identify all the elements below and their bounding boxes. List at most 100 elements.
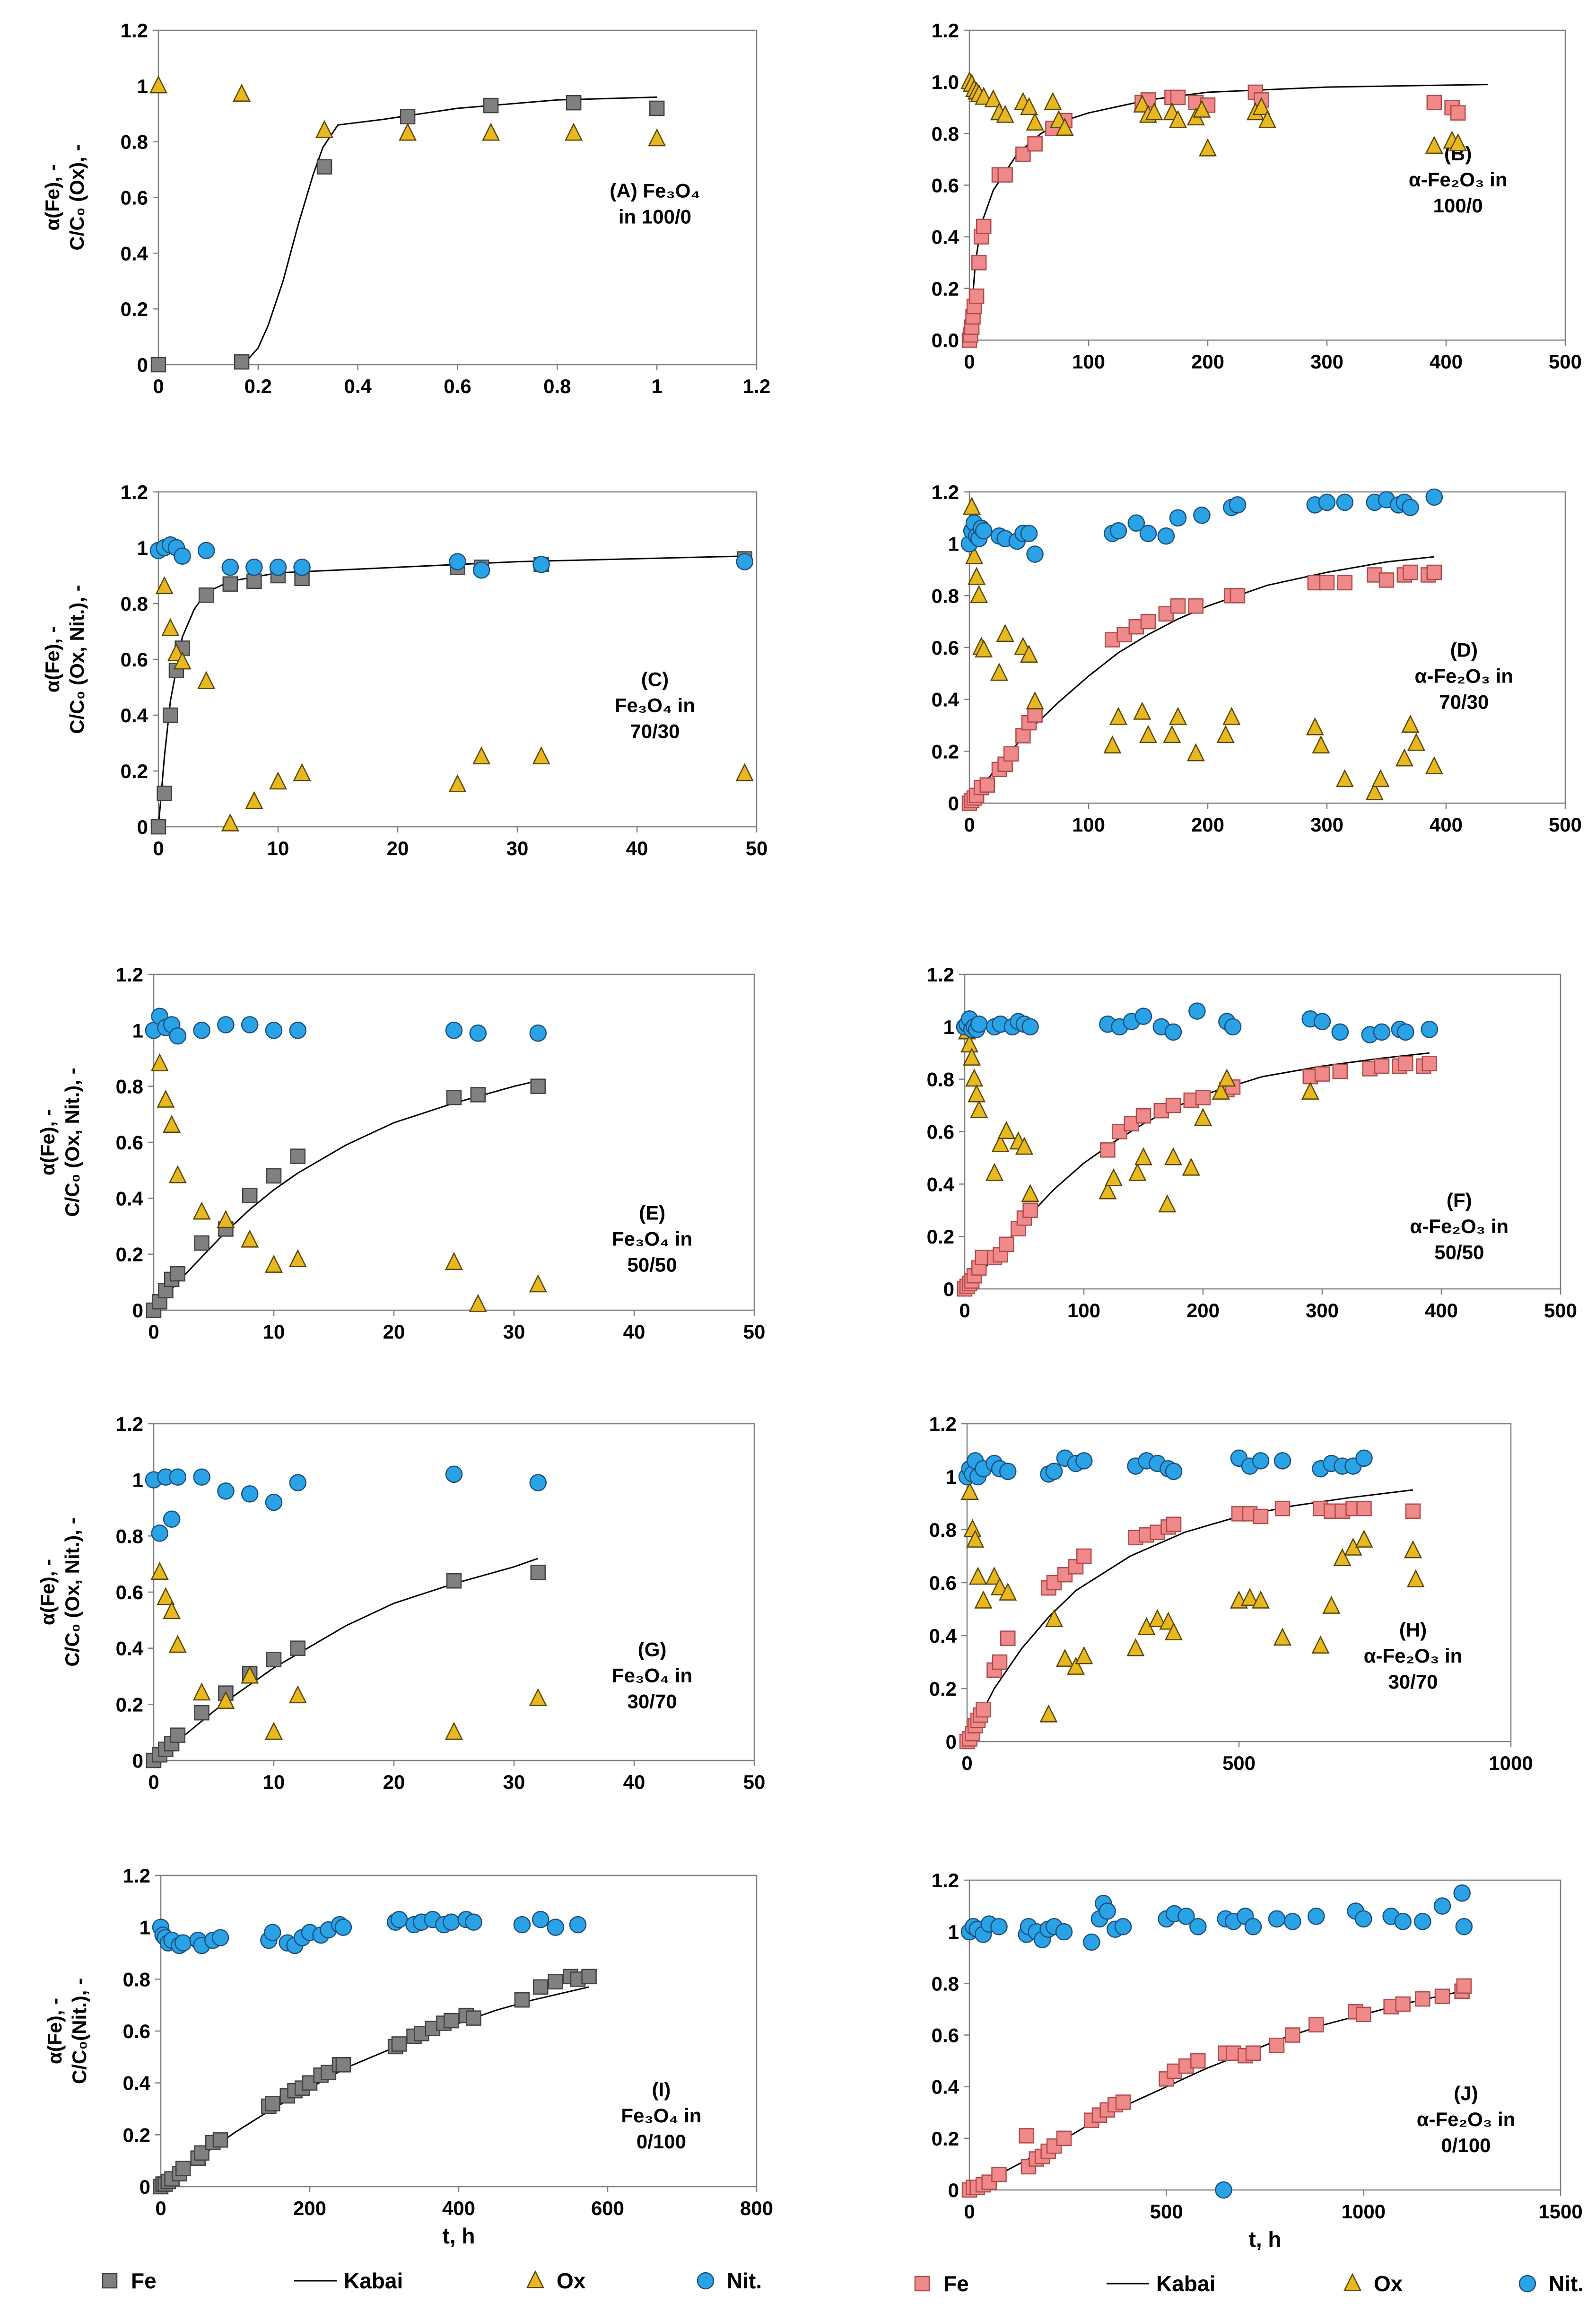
x-tick-label: 400 [442,2197,475,2219]
y-tick-label: 0.8 [121,131,148,153]
y-tick-label: 0.2 [121,298,148,320]
fe-point [1356,2006,1371,2023]
nit-point [390,1910,408,1928]
fe-point [290,1640,306,1656]
x-tick-label: 0.8 [543,375,571,397]
x-tick-label: 0.2 [244,375,272,397]
panel-annotation: 70/30 [630,720,680,743]
x-tick-label: 0 [148,1771,159,1793]
kabai-fit-line [243,96,657,365]
ox-point [1133,701,1151,720]
ox-point [1322,1595,1341,1614]
y-tick-label: 1.2 [123,1865,150,1887]
nit-point [1215,2181,1232,2199]
nit-point [1157,527,1175,545]
ox-point [288,1249,307,1268]
fe-point [246,573,262,589]
panel-b: 0.00.20.40.60.81.01.20 100 200 300 400 500(B)… [932,19,1582,373]
fe-point [170,1266,186,1282]
nit-point [151,1524,168,1542]
ox-point [1015,1137,1034,1155]
x-tick-label: 400 [1425,1299,1458,1322]
ox-point [157,1587,175,1605]
y-tick-label: 1 [943,1016,954,1038]
fe-point [1450,105,1466,121]
ox-point [1128,1163,1147,1181]
x-tick-label: 300 [1310,350,1343,373]
ox-point [990,1577,1009,1595]
fe-point [1076,1548,1092,1564]
y-tick-label: 0.8 [929,1519,957,1541]
ox-point [1273,1628,1292,1646]
panel-h: 0 0.2 0.4 0.6 0.8 1 1.2 0 500 1000 (H) α-Fe₂O₃ in 30… [929,1413,1533,1774]
kabai-fit-line [153,1080,539,1311]
fe-point [194,1705,209,1721]
x-tick-label: 0 [153,837,164,859]
nit-point [999,1463,1017,1480]
nit-point [197,542,215,560]
ox-point [1021,1183,1039,1202]
y-tick-label: 0 [948,2179,959,2201]
ox-point [1311,1635,1330,1654]
y-tick-label: 0.6 [121,648,148,671]
ox-point [1212,1081,1230,1100]
ox-point [997,1121,1016,1139]
y-tick-label: 0.8 [116,1525,143,1547]
ox-point [1075,1646,1093,1664]
ox-point [1306,717,1324,736]
fe-point [470,1087,486,1103]
legend-label: Nit. [727,2268,762,2293]
ox-point [1133,94,1151,113]
kabai-fit-line [153,1558,539,1761]
panel-d: 0 0.2 0.4 0.6 0.8 1 1.2 0 100 200 300 400 500 (D) α-Fe… [932,481,1582,836]
y-tick-label: 0.8 [932,1972,959,1995]
y-tick-label: 1.0 [932,71,959,93]
nit-point [1083,1933,1100,1951]
ox-point [163,1601,181,1620]
fe-point [1405,1503,1421,1519]
panel-g: 0 0.2 0.4 0.6 0.8 1 1.2 0 10 20 30 40 50 α(Fe), - C/C₀… [36,1413,765,1793]
ox-point [197,671,216,689]
ox-point [173,651,192,670]
legend-marker-ox [526,2270,545,2288]
fe-point [1230,588,1246,604]
kabai-fit-line [968,556,1434,804]
ox-point [293,763,311,781]
y-tick-label: 0.8 [116,1076,143,1098]
fe-point [234,354,250,370]
ox-point [192,1682,211,1701]
nit-point [1139,525,1157,542]
x-tick-label: 20 [383,1771,405,1793]
legend-label: Fe [131,2268,157,2293]
panel-annotation: in 100/0 [619,206,691,228]
nit-point [1134,1007,1152,1025]
y-tick-label: 0 [137,816,148,838]
nit-point [264,1924,281,1941]
ox-point [1401,714,1420,733]
fe-point [1190,2053,1206,2069]
fe-point [548,1974,563,1990]
ox-point [448,774,467,793]
ox-point [1020,644,1038,663]
ox-point [970,585,988,603]
panel-annotation: 50/50 [628,1253,677,1276]
y-tick-label: 1 [140,1917,150,1939]
fe-point [992,1654,1008,1670]
y-tick-label: 0 [132,1299,143,1322]
fe-point [530,1565,546,1580]
ox-point [1186,743,1205,762]
panel-c: 0 0.2 0.4 0.6 0.8 1 1.2 0 10 20 30 40 50 α(Fe), - C/C₀… [41,481,767,859]
ox-point [445,1722,463,1740]
y-axis-label: C/C₀ (Ox), - [66,144,88,250]
nit-point [241,1016,259,1033]
nit-point [1164,1023,1182,1041]
panel-annotation: 0/100 [1441,2134,1491,2156]
ox-point [975,639,993,658]
ox-point [1312,735,1330,753]
nit-point [1252,1452,1270,1470]
x-tick-label: 400 [1430,350,1463,373]
fe-point [1135,1108,1151,1124]
x-tick-label: 1000 [1489,1752,1533,1774]
nit-point [1402,499,1419,517]
fe-point [150,819,166,835]
